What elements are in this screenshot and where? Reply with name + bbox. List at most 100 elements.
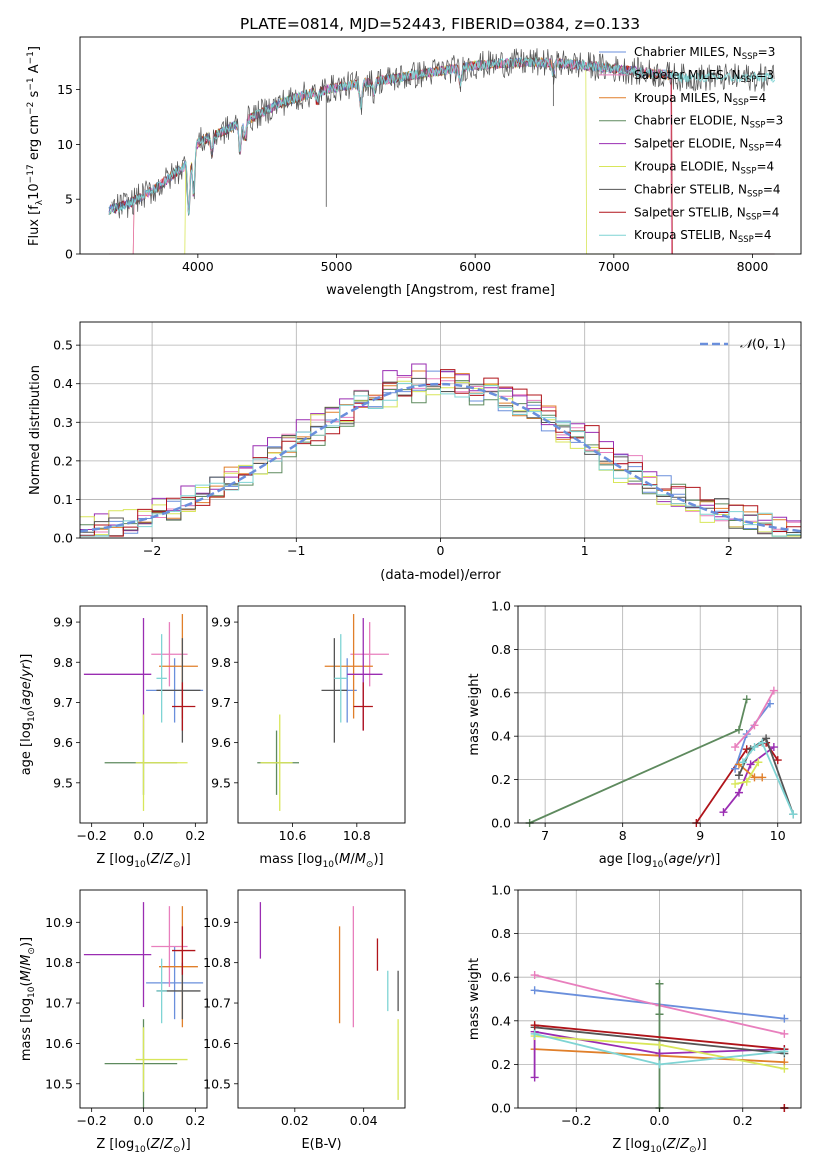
mass-weight-marker <box>742 695 751 704</box>
mass-weight-marker <box>762 734 771 743</box>
y-axis-label: Flux [fλ10−17 erg cm−2 s−1 A−1] <box>26 46 45 246</box>
y-tick-label: 10.5 <box>203 1076 231 1091</box>
x-tick-label: −2 <box>143 543 161 558</box>
x-axis-label: Z [log10(Z/Z⊙)] <box>612 1137 706 1155</box>
x-tick-label: 8000 <box>737 259 769 274</box>
mass-weight-series <box>533 1030 785 1078</box>
mass-weight-marker <box>731 779 740 788</box>
y-tick-label: 10.8 <box>45 955 73 970</box>
spectrum-series-salpeter-miles <box>109 57 672 255</box>
mass-weight-marker <box>769 686 778 695</box>
x-tick-label: 10 <box>770 828 786 843</box>
mass-weight-series <box>742 741 795 815</box>
mass-weight-marker <box>655 979 664 988</box>
x-tick-label: 4000 <box>182 259 214 274</box>
y-axis-label: age [log10(age/yr)] <box>19 654 37 776</box>
x-axis-label: age [log10(age/yr)] <box>599 852 721 870</box>
x-tick-label: 0 <box>437 543 445 558</box>
x-axis-label: Z [log10(Z/Z⊙)] <box>96 1137 190 1155</box>
mass-weight-marker <box>750 773 759 782</box>
y-tick-label: 9.9 <box>211 615 231 630</box>
y-tick-label: 10.6 <box>203 1036 231 1051</box>
legend-label: Kroupa ELODIE, NSSP=4 <box>634 160 774 177</box>
y-tick-label: 0.3 <box>53 415 73 430</box>
mass-weight-marker <box>655 1040 664 1049</box>
mass-weight-series <box>534 1026 785 1055</box>
axes-frame <box>79 36 802 255</box>
mass-weight-marker <box>746 760 755 769</box>
mass-weight-marker <box>738 758 747 767</box>
mass-weight-marker <box>731 764 740 773</box>
y-tick-label: 9.6 <box>211 735 231 750</box>
mass-weight-marker <box>530 1021 539 1030</box>
y-tick-label: 0.0 <box>491 1101 511 1116</box>
y-tick-label: 10.5 <box>45 1076 73 1091</box>
histogram-series <box>80 369 801 537</box>
y-tick-label: 0.0 <box>53 531 73 546</box>
y-tick-label: 0.1 <box>53 492 73 507</box>
x-tick-label: 5000 <box>321 259 353 274</box>
x-tick-label: −1 <box>287 543 305 558</box>
y-tick-label: 9.8 <box>53 655 73 670</box>
y-tick-label: 10.9 <box>203 915 231 930</box>
axes-frame <box>517 605 802 824</box>
normal-distribution-curve <box>79 382 802 533</box>
spectrum-series-kroupa-stelib <box>108 56 776 216</box>
mass-weight-marker <box>773 756 782 765</box>
x-tick-label: 2 <box>725 543 733 558</box>
y-tick-label: 1.0 <box>491 599 511 614</box>
legend-label: Kroupa STELIB, NSSP=4 <box>634 228 772 245</box>
legend-label: Kroupa MILES, NSSP=4 <box>634 91 766 108</box>
x-tick-label: −0.2 <box>561 1113 591 1128</box>
y-tick-label: 9.8 <box>211 655 231 670</box>
y-tick-label: 0.4 <box>491 729 511 744</box>
y-tick-label: 10.8 <box>203 955 231 970</box>
mass-weight-marker <box>655 1010 664 1019</box>
mass-weight-marker <box>780 1029 789 1038</box>
mass-weight-marker <box>758 738 767 747</box>
y-axis-label: mass weight <box>467 673 482 755</box>
mass-weight-marker <box>780 1014 789 1023</box>
y-tick-label: 1.0 <box>491 883 511 898</box>
y-tick-label: 10.7 <box>203 996 231 1011</box>
mass-weight-vs-metallicity-panel: −0.2 0.0 0.2 0.0 0.2 0.4 0.6 0.8 1.0 Z [log10(Z/Z… <box>467 883 802 1155</box>
mass-weight-marker <box>719 808 728 817</box>
legend-label: Salpeter ELODIE, NSSP=4 <box>634 137 782 154</box>
y-tick-label: 0.4 <box>491 1013 511 1028</box>
mass-weight-marker <box>734 788 743 797</box>
x-tick-label: −0.2 <box>76 828 106 843</box>
spectrum-series-chabrier-stelib <box>111 48 775 219</box>
y-tick-label: 0.0 <box>491 816 511 831</box>
spectrum-series-kroupa-elodie <box>109 57 672 255</box>
y-tick-label: 0 <box>65 247 73 262</box>
x-axis-label: E(B-V) <box>301 1137 341 1152</box>
x-axis-label: (data-model)/error <box>380 568 501 583</box>
legend-label: Chabrier ELODIE, NSSP=3 <box>634 114 783 131</box>
legend-label: Salpeter MILES, NSSP=3 <box>634 68 774 85</box>
y-tick-label: 9.6 <box>53 735 73 750</box>
mass-weight-marker <box>530 1073 539 1082</box>
y-tick-label: 10.9 <box>45 915 73 930</box>
y-tick-label: 10 <box>57 137 73 152</box>
x-tick-label: 7 <box>541 828 549 843</box>
x-tick-label: 0.2 <box>185 828 205 843</box>
x-tick-label: 6000 <box>459 259 491 274</box>
mass-weight-marker <box>780 1064 789 1073</box>
mass-weight-series <box>722 746 775 813</box>
x-tick-label: 1 <box>581 543 589 558</box>
mass-weight-marker <box>731 743 740 752</box>
y-tick-label: 0.5 <box>53 338 73 353</box>
mass-weight-marker <box>780 1047 789 1056</box>
x-tick-label: 0.0 <box>650 1113 670 1128</box>
legend-label: Chabrier MILES, NSSP=3 <box>634 45 775 62</box>
legend: Chabrier MILES, NSSP=3 Salpeter MILES, NS… <box>599 45 783 245</box>
x-tick-label: 8 <box>619 828 627 843</box>
mass-weight-marker <box>655 1049 664 1058</box>
x-tick-label: 9 <box>696 828 704 843</box>
x-tick-label: 0.2 <box>185 1113 205 1128</box>
spectrum-series-salpeter-stelib <box>108 57 775 255</box>
x-tick-label: 0.0 <box>134 1113 154 1128</box>
x-axis-label: Z [log10(Z/Z⊙)] <box>96 852 190 870</box>
x-tick-label: 0.02 <box>281 1113 309 1128</box>
